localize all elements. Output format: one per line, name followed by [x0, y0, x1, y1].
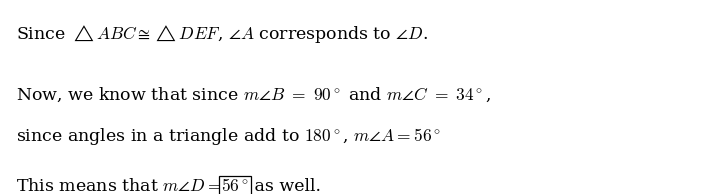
Text: as well.: as well.	[249, 178, 321, 194]
Text: Since $\triangle ABC \cong \triangle DEF$, $\angle A$ corresponds to $\angle D$.: Since $\triangle ABC \cong \triangle DEF…	[16, 23, 428, 45]
Text: $56^\circ$: $56^\circ$	[222, 178, 249, 194]
Text: This means that $m\angle D = $: This means that $m\angle D = $	[16, 178, 222, 194]
Text: Now, we know that since $m\angle B\ =\ 90^\circ$ and $m\angle C\ =\ 34^\circ$,: Now, we know that since $m\angle B\ =\ 9…	[16, 85, 491, 104]
Text: since angles in a triangle add to $180^\circ$, $m\angle A = 56^\circ$: since angles in a triangle add to $180^\…	[16, 126, 441, 147]
